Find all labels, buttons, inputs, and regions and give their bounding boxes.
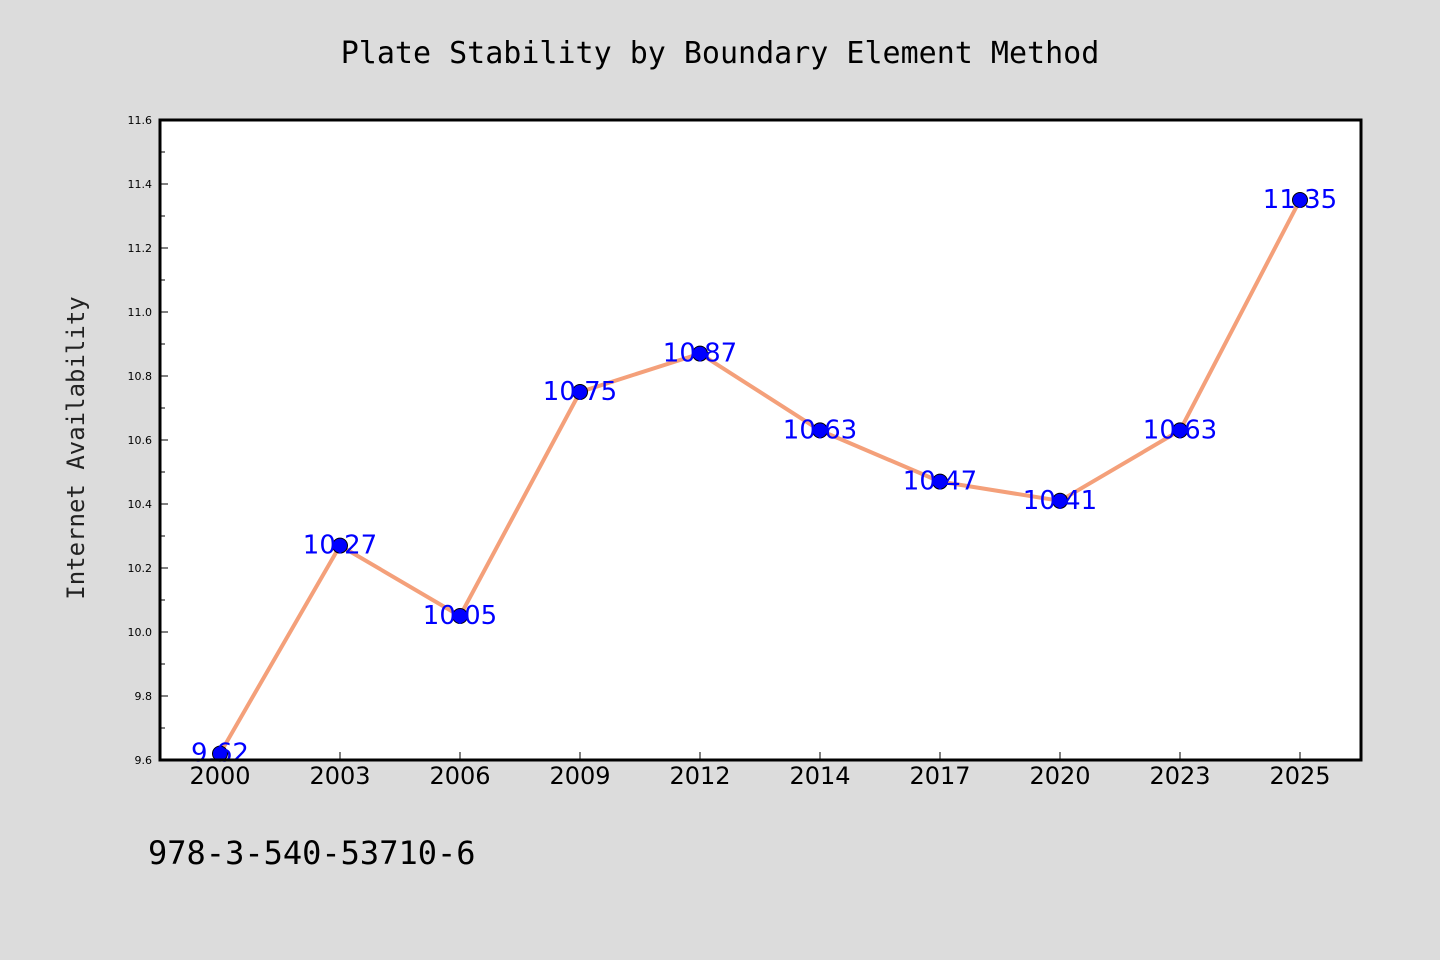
y-tick-label: 11.4 [128,178,153,191]
y-tick-label: 10.0 [128,626,153,639]
y-tick-label: 10.8 [128,370,153,383]
data-label: 10.63 [783,415,857,445]
x-tick-label: 2000 [189,762,250,790]
x-tick-label: 2025 [1269,762,1330,790]
data-label: 9.62 [191,739,249,769]
y-tick-label: 11.0 [128,306,153,319]
x-tick-label: 2017 [909,762,970,790]
data-label: 10.05 [423,601,497,631]
markers-layer [212,192,1308,762]
data-point [452,608,468,624]
chart-title: Plate Stability by Boundary Element Meth… [341,36,1100,71]
plot-frame [158,118,1363,762]
y-tick-label: 10.4 [128,498,153,511]
axis-ticks: 9.6 9.8 10.0 10.2 10.4 10.6 10.8 11.0 11.2 11.4 11… [128,114,1331,790]
x-tick-label: 2020 [1029,762,1090,790]
data-label: 10.41 [1023,486,1097,516]
x-tick-label: 2014 [789,762,850,790]
data-point [1052,492,1068,509]
data-point [932,473,948,490]
y-tick-label: 11.6 [128,114,153,127]
data-label: 11.35 [1263,185,1337,215]
x-tick-label: 2023 [1149,762,1210,790]
data-point [692,345,708,362]
data-point [572,384,588,400]
data-label: 10.27 [303,531,377,561]
series-line-layer [218,199,1302,755]
data-label: 10.87 [663,339,737,369]
data-point [332,537,348,554]
y-axis-label: Internet Availability [62,296,90,599]
y-tick-label: 9.8 [135,690,153,703]
y-tick-label: 10.6 [128,434,153,447]
y-tick-label: 11.2 [128,242,153,255]
x-tick-label: 2006 [429,762,490,790]
data-label: 10.47 [903,467,977,497]
data-point [812,422,828,439]
y-tick-label: 9.6 [135,754,153,767]
x-tick-label: 2003 [309,762,370,790]
data-point [1292,192,1308,208]
data-label: 10.75 [543,377,617,407]
x-tick-label: 2012 [669,762,730,790]
series-line [218,199,1302,755]
x-tick-label: 2009 [549,762,610,790]
y-tick-label: 10.2 [128,562,153,575]
data-label: 10.63 [1143,415,1217,445]
data-point [1172,422,1188,439]
isbn-footer: 978-3-540-53710-6 [148,834,476,872]
data-labels-layer: 9.62 10.27 10.05 10.75 10.87 10.63 10.47 10.41 1… [191,185,1337,769]
